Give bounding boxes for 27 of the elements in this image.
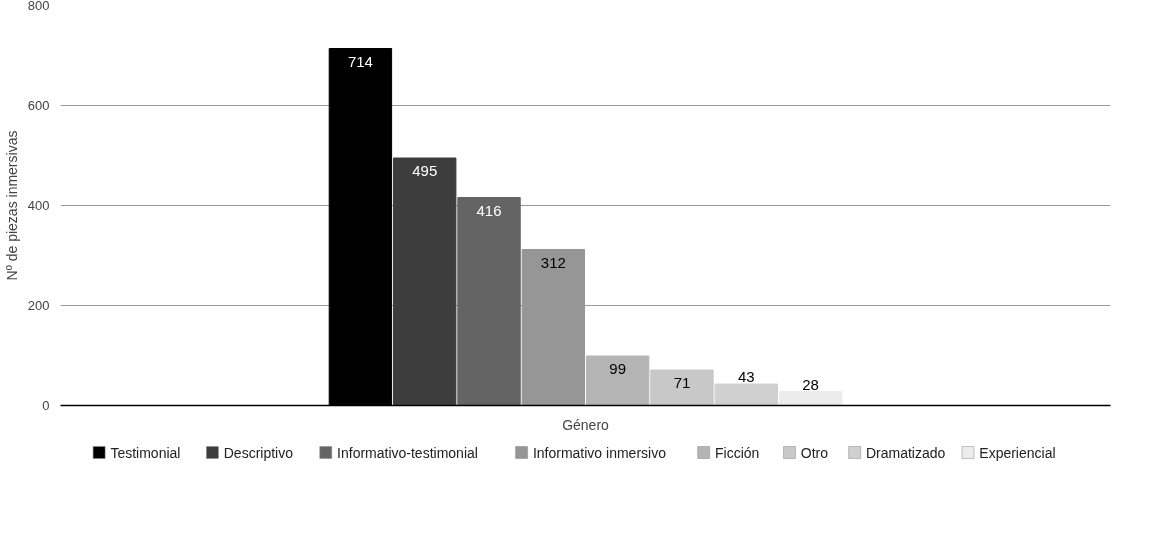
y-tick-label: 800 <box>27 0 50 13</box>
legend-label: Informativo-testimonial <box>337 444 478 461</box>
bar <box>457 197 521 406</box>
legend-label: Otro <box>800 444 829 461</box>
bar <box>585 355 650 406</box>
legend-label: Dramatizado <box>865 444 946 461</box>
data-label: 416 <box>476 201 502 219</box>
y-tick-label: 200 <box>27 298 50 313</box>
data-label: 43 <box>737 368 755 385</box>
legend-label: Experiencial <box>979 444 1056 461</box>
legend-label: Ficción <box>714 444 760 461</box>
data-label: 71 <box>673 374 691 391</box>
legend-label: Informativo inmersivo <box>532 444 667 461</box>
data-label: 312 <box>540 253 566 271</box>
x-axis-title: Género <box>562 416 610 433</box>
y-axis-title: Nº de piezas inmersivas <box>3 130 20 281</box>
bar <box>778 391 843 406</box>
y-tick-label: 400 <box>27 198 50 213</box>
data-label: 99 <box>609 360 626 377</box>
data-label: 714 <box>347 52 373 70</box>
legend-label: Descriptivo <box>223 444 294 461</box>
data-label: 28 <box>802 375 819 393</box>
data-label: 495 <box>412 162 438 179</box>
y-tick-label: 600 <box>27 98 50 113</box>
bar <box>393 157 457 406</box>
legend-label: Testimonial <box>110 444 181 461</box>
y-tick-label: 0 <box>42 398 50 413</box>
